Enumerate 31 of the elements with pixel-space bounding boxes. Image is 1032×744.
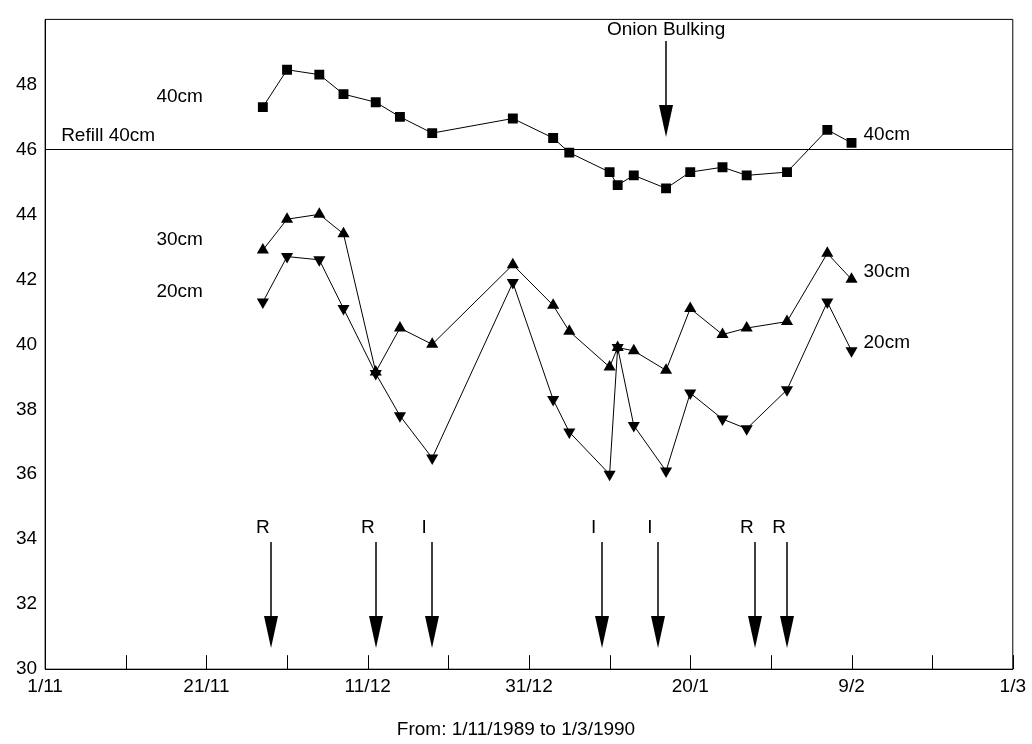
- text: 20cm: [156, 280, 203, 302]
- y-tick-label: 38: [15, 397, 38, 419]
- text: 40cm: [156, 85, 203, 107]
- ref-line-label: R: [739, 516, 754, 538]
- ref-line-label: R: [772, 516, 786, 538]
- series-label: 40cm: [863, 123, 910, 145]
- ref-line-label: R: [256, 516, 270, 538]
- ref-line-label: Refill 40cm: [61, 123, 156, 145]
- x-tick-label: 21/11: [183, 674, 230, 696]
- ref-line-label: R: [360, 516, 375, 538]
- x-tick-label: 9/2: [838, 674, 865, 696]
- y-tick-label: 42: [15, 267, 38, 289]
- y-tick-label: 40: [15, 332, 38, 354]
- y-tick-label: 34: [15, 527, 38, 549]
- ref-line-label: I: [590, 516, 597, 538]
- x-axis-title: From: 1/11/1989 to 1/3/1990: [395, 718, 637, 740]
- x-tick-label: 20/1: [671, 674, 709, 696]
- ref-line-label: I: [647, 516, 653, 538]
- y-tick-label: 32: [15, 592, 38, 614]
- ref-line-label: Onion Bulking: [606, 17, 726, 39]
- series-label: 30cm: [863, 259, 910, 281]
- series-label: 20cm: [863, 331, 910, 353]
- text: 30cm: [156, 228, 203, 250]
- x-tick-label: 31/12: [505, 674, 553, 696]
- y-tick-label: 44: [15, 202, 38, 224]
- x-tick-label: 1/3: [999, 674, 1026, 696]
- x-tick-label: 11/12: [344, 674, 391, 696]
- y-tick-label: 46: [15, 137, 38, 159]
- ref-line-label: I: [421, 516, 427, 538]
- y-tick-label: 36: [15, 462, 38, 484]
- y-tick-label: 48: [15, 72, 38, 94]
